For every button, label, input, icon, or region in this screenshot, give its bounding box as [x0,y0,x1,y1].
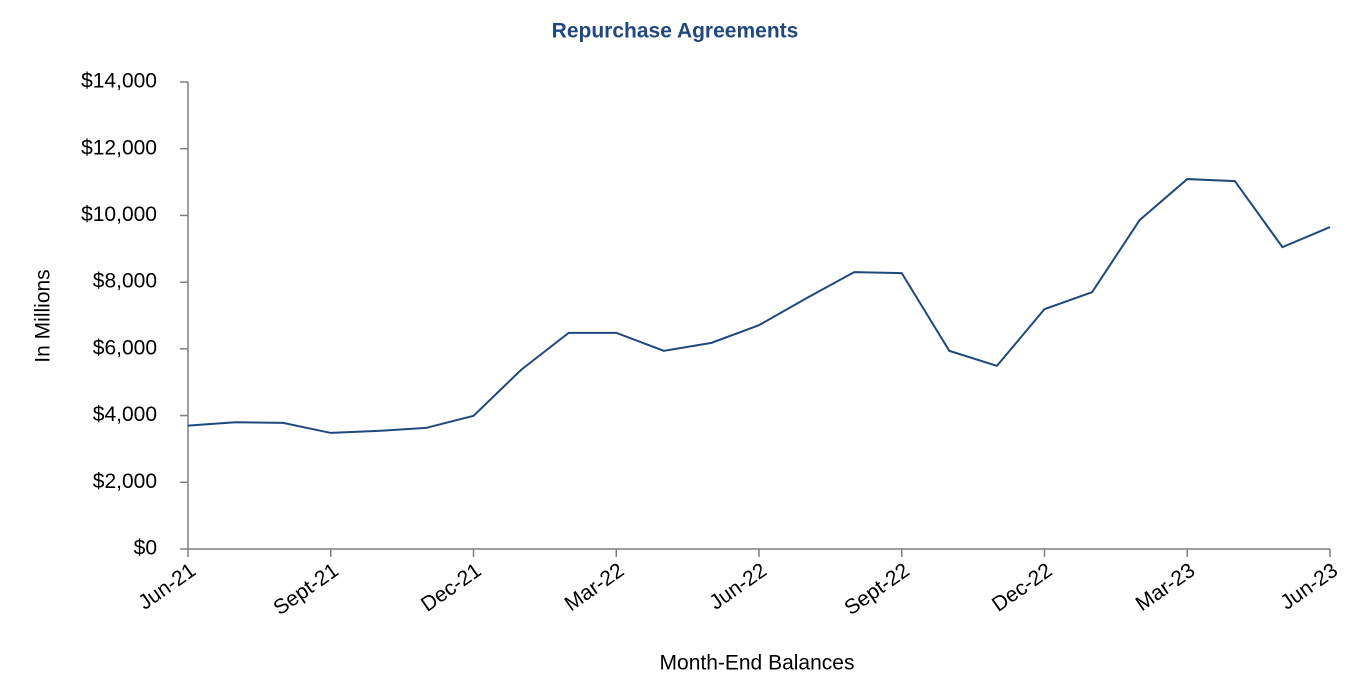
x-tick-label: Jun-21 [134,559,200,615]
x-tick-label: Jun-22 [705,559,771,615]
x-tick-label: Sept-21 [269,559,342,620]
x-tick-label: Dec-22 [988,559,1057,617]
y-tick-label: $0 [134,537,157,560]
x-tick-label: Dec-21 [417,559,486,617]
x-tick-label: Sept-22 [840,559,913,620]
y-tick-label: $10,000 [81,203,157,226]
x-tick-label: Mar-22 [561,559,629,616]
x-tick-label: Jun-23 [1276,559,1342,615]
y-tick-label: $12,000 [81,136,157,159]
y-tick-label: $14,000 [81,70,157,93]
y-tick-label: $2,000 [93,470,157,493]
y-tick-label: $8,000 [93,270,157,293]
y-axis-label: In Millions [32,269,55,362]
data-line [187,178,1331,434]
x-tick-label: Mar-23 [1132,559,1200,616]
x-axis-label: Month-End Balances [660,652,855,675]
y-tick-label: $6,000 [93,336,157,359]
chart-title: Repurchase Agreements [552,20,799,43]
y-tick-label: $4,000 [93,403,157,426]
